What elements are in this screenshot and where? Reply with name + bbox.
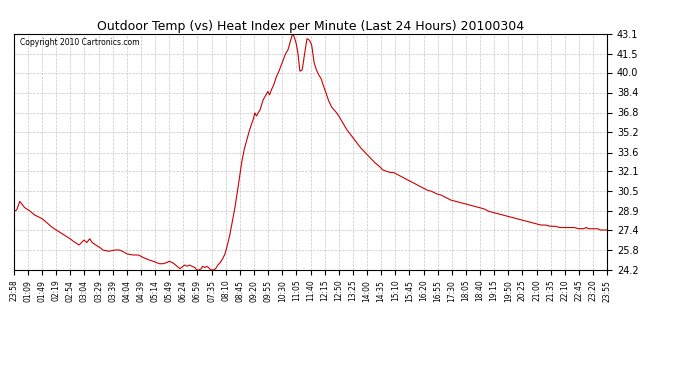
Text: Copyright 2010 Cartronics.com: Copyright 2010 Cartronics.com <box>20 39 139 48</box>
Title: Outdoor Temp (vs) Heat Index per Minute (Last 24 Hours) 20100304: Outdoor Temp (vs) Heat Index per Minute … <box>97 20 524 33</box>
